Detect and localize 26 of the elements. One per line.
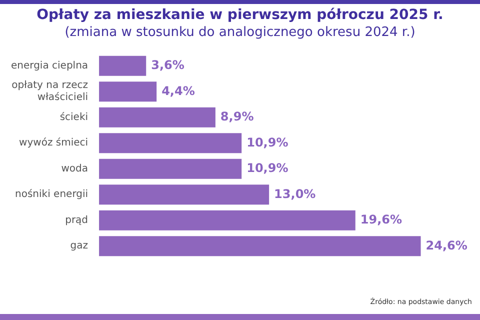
bar xyxy=(99,210,356,230)
bar xyxy=(99,158,242,179)
y-tick-label: woda xyxy=(61,163,88,174)
bar xyxy=(99,236,421,256)
data-label: 19,6% xyxy=(360,212,402,226)
data-label: 10,9% xyxy=(246,161,288,175)
bar xyxy=(99,56,146,76)
data-label: 10,9% xyxy=(246,135,288,150)
data-label: 13,0% xyxy=(274,186,316,201)
bar xyxy=(99,184,270,205)
bar xyxy=(99,82,157,102)
data-label: 4,4% xyxy=(162,84,195,98)
bar xyxy=(99,133,242,154)
chart-title: Opłaty za mieszkanie w pierwszym półroczu 2025 r. xyxy=(36,7,444,23)
y-tick-label: opłaty na rzecz właścicieli xyxy=(12,80,88,104)
y-tick-label: gaz xyxy=(70,240,88,252)
y-tick-label: wywóz śmieci xyxy=(19,136,88,149)
chart-subtitle: (zmiana w stosunku do analogicznego okresu 2024 r.) xyxy=(64,25,416,40)
data-label: 24,6% xyxy=(426,238,468,252)
y-tick-label: energia cieplna xyxy=(11,60,88,72)
bar xyxy=(99,107,216,128)
data-label: 8,9% xyxy=(220,110,254,124)
y-tick-label: prąd xyxy=(65,214,88,226)
y-tick-label: ścieki xyxy=(60,110,88,123)
data-label: 3,6% xyxy=(151,58,184,72)
y-tick-label: nośniki energii xyxy=(15,188,88,200)
